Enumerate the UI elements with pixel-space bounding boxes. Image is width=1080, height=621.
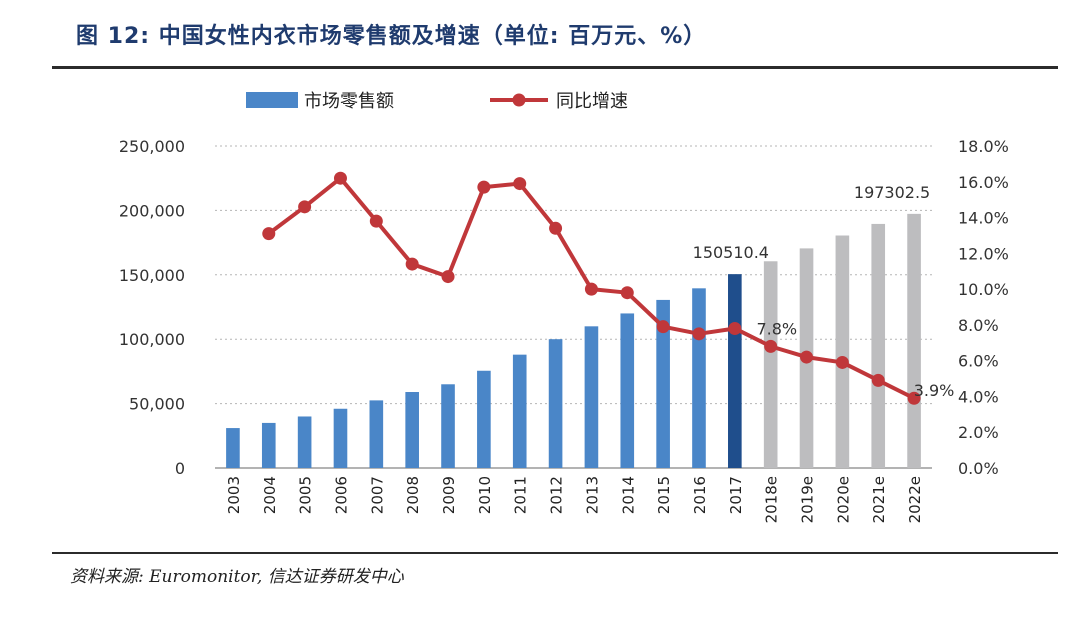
growth-point: [262, 227, 276, 241]
x-tick-label: 2016: [691, 476, 709, 514]
bar: [441, 384, 455, 468]
bar: [584, 326, 599, 468]
x-tick-label: 2021e: [870, 476, 888, 523]
y-left-tick-label: 0: [175, 459, 185, 478]
growth-point: [871, 373, 885, 387]
bar: [656, 299, 670, 468]
x-tick-label: 2018e: [763, 476, 781, 523]
legend-label: 市场零售额: [304, 91, 394, 112]
bar: [548, 339, 563, 468]
legend-label: 同比增速: [556, 91, 628, 112]
chart: 0 50,000 100,000 150,000 200,000 250,000 0.0% 2…: [119, 91, 1009, 523]
y-left-tick-label: 50,000: [129, 395, 185, 414]
y-right-tick-label: 14.0%: [958, 209, 1009, 228]
y-right-tick-label: 10.0%: [958, 280, 1009, 299]
bar: [297, 416, 312, 468]
y-right-tick-label: 4.0%: [958, 387, 999, 406]
growth-point: [835, 355, 849, 369]
bar: [763, 261, 778, 468]
x-tick-label: 2003: [225, 476, 243, 514]
bar: [261, 422, 276, 468]
bar: [333, 408, 348, 468]
bar: [620, 313, 635, 468]
x-tick-label: 2009: [440, 476, 458, 514]
growth-point: [549, 221, 563, 235]
growth-point: [298, 200, 312, 214]
x-tick-label: 2014: [619, 476, 637, 514]
bar: [835, 235, 850, 468]
y-right-tick-label: 18.0%: [958, 137, 1009, 156]
bar: [477, 370, 491, 468]
growth-point: [764, 339, 778, 353]
growth-point: [333, 171, 347, 185]
chart-title: 图 12: 中国女性内衣市场零售额及增速（单位: 百万元、%）: [76, 24, 707, 49]
x-tick-label: 2019e: [799, 476, 817, 523]
growth-point: [477, 180, 491, 194]
y-right-tick-label: 0.0%: [958, 459, 999, 478]
growth-point: [441, 270, 455, 284]
growth-point: [369, 214, 383, 228]
y-right-tick-label: 6.0%: [958, 352, 999, 371]
growth-point: [405, 257, 419, 271]
bar: [369, 400, 384, 468]
data-label: 3.9%: [914, 381, 955, 400]
y-left-tick-label: 150,000: [119, 266, 185, 285]
x-tick-label: 2020e: [834, 476, 852, 523]
growth-point: [907, 391, 921, 405]
x-tick-label: 2008: [404, 476, 422, 514]
x-tick-label: 2012: [548, 476, 566, 514]
data-label: 197302.5: [854, 183, 930, 202]
growth-point: [728, 321, 742, 335]
y-left-tick-label: 250,000: [119, 137, 185, 156]
bar: [405, 392, 419, 468]
x-tick-label: 2004: [261, 476, 279, 514]
growth-point: [656, 320, 670, 334]
x-tick-label: 2010: [476, 476, 494, 514]
data-label: 150510.4: [693, 243, 769, 262]
y-right-tick-label: 2.0%: [958, 423, 999, 442]
x-tick-label: 2017: [727, 476, 745, 514]
growth-point: [513, 177, 527, 191]
growth-point: [620, 286, 634, 300]
data-label: 7.8%: [756, 319, 797, 338]
x-tick-label: 2015: [655, 476, 673, 514]
growth-point: [584, 282, 598, 296]
top-rule: [52, 66, 1058, 69]
x-tick-label: 2006: [332, 476, 350, 514]
x-tick-label: 2007: [368, 476, 386, 514]
source-note: 资料来源: Euromonitor, 信达证券研发中心: [70, 567, 404, 587]
x-tick-label: 2011: [512, 476, 530, 514]
bar: [692, 288, 706, 468]
bottom-rule: [52, 552, 1058, 554]
legend-line-marker: [512, 93, 526, 107]
y-left-tick-label: 200,000: [119, 201, 185, 220]
bar: [226, 428, 240, 468]
bar: [512, 354, 527, 468]
legend-bar-swatch: [246, 92, 298, 108]
y-right-tick-label: 8.0%: [958, 316, 999, 335]
bar: [728, 274, 742, 468]
bar: [907, 213, 921, 468]
growth-point: [692, 327, 706, 341]
y-right-tick-label: 12.0%: [958, 244, 1009, 263]
y-right-tick-label: 16.0%: [958, 173, 1009, 192]
x-tick-label: 2013: [583, 476, 601, 514]
x-tick-label: 2022e: [906, 476, 924, 523]
bar: [871, 223, 886, 468]
x-tick-label: 2005: [297, 476, 315, 514]
growth-point: [800, 350, 814, 364]
y-left-tick-label: 100,000: [119, 330, 185, 349]
